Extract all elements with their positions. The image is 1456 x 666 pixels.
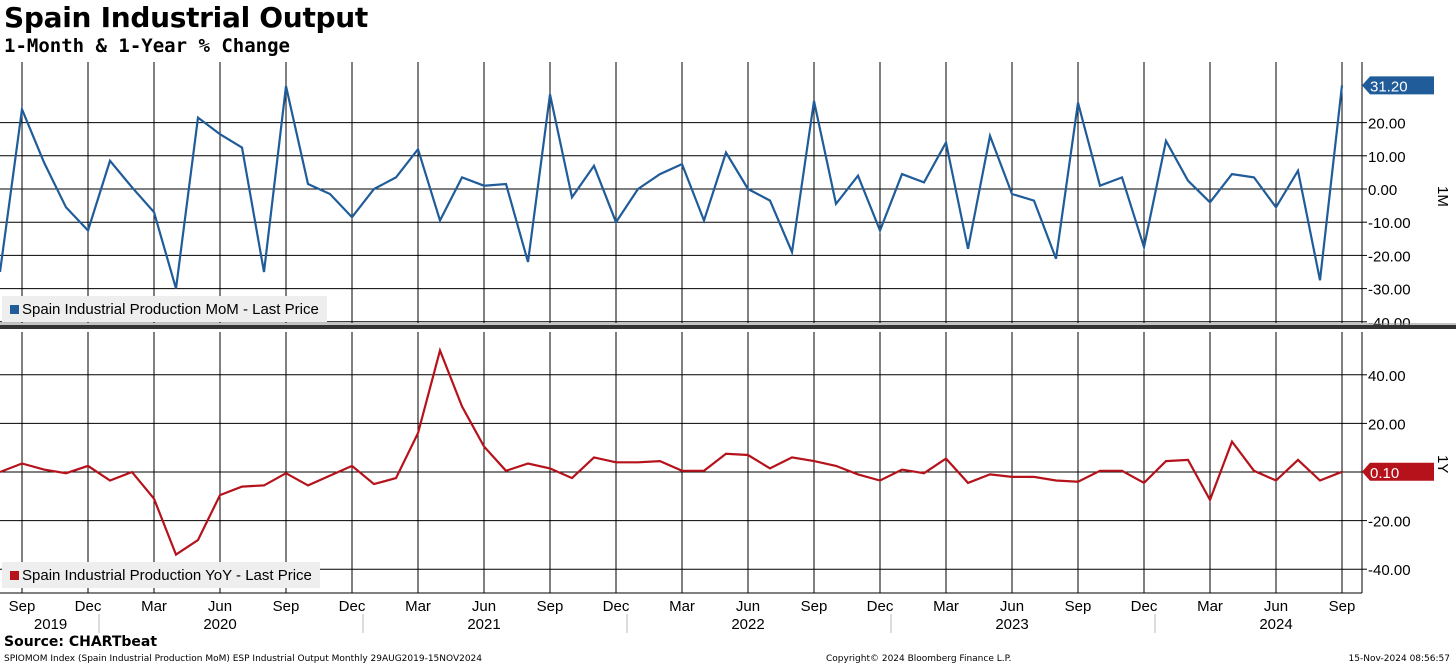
x-tick-label-month-2: Mar [141,598,167,615]
x-tick-label-month-11: Jun [736,598,760,615]
footer-copyright: Copyright© 2024 Bloomberg Finance L.P. [826,654,1012,664]
y-tick-label-1-0: 40.00 [1368,368,1406,385]
x-tick-label-month-9: Dec [603,598,630,615]
footer-timestamp: 15-Nov-2024 08:56:57 [1348,654,1450,664]
legend-yoy-label: Spain Industrial Production YoY - Last P… [22,566,312,584]
y-tick-label-0-0: 20.00 [1368,116,1406,133]
x-tick-label-month-16: Sep [1065,598,1092,615]
x-tick-label-year-1: 2020 [203,616,236,633]
x-tick-label-month-20: Sep [1329,598,1356,615]
x-tick-label-month-19: Jun [1264,598,1288,615]
last-value-tag-0 [1362,76,1434,95]
x-tick-label-month-10: Mar [669,598,695,615]
x-tick-label-month-13: Dec [867,598,894,615]
legend-mom-swatch [10,304,19,314]
x-tick-label-year-0: 2019 [34,616,67,633]
series-line-0 [0,85,1344,289]
x-tick-label-month-4: Sep [273,598,300,615]
y-tick-label-0-6: -40.00 [1368,315,1411,332]
legend-yoy: Spain Industrial Production YoY - Last P… [2,562,320,588]
x-tick-label-month-14: Mar [933,598,959,615]
chart-title: Spain Industrial Output [4,1,368,34]
legend-mom-label: Spain Industrial Production MoM - Last P… [22,300,319,318]
x-tick-label-month-5: Dec [339,598,366,615]
panel-label-1: 1Y [1434,455,1451,473]
series-line-1 [0,346,1343,557]
last-value-label-0: 31.20 [1370,78,1408,95]
x-tick-label-month-8: Sep [537,598,564,615]
x-tick-label-year-3: 2022 [731,616,764,633]
y-tick-label-0-5: -30.00 [1368,282,1411,299]
last-value-tag-1 [1362,462,1434,481]
x-tick-label-month-12: Sep [801,598,828,615]
x-tick-label-year-5: 2024 [1259,616,1292,633]
last-value-label-1: 0.10 [1370,465,1399,482]
x-tick-label-month-18: Mar [1197,598,1223,615]
legend-yoy-swatch [10,570,19,580]
x-tick-label-month-3: Jun [208,598,232,615]
y-tick-label-1-4: -40.00 [1368,562,1411,579]
legend-mom: Spain Industrial Production MoM - Last P… [2,296,327,322]
y-tick-label-0-4: -20.00 [1368,248,1411,265]
footer-ticker-info: SPIOMOM Index (Spain Industrial Producti… [4,654,483,664]
x-tick-label-month-7: Jun [472,598,496,615]
x-tick-label-month-15: Jun [1000,598,1024,615]
chart-subtitle: 1-Month & 1-Year % Change [4,35,290,57]
x-tick-label-month-17: Dec [1131,598,1158,615]
y-tick-label-1-1: 20.00 [1368,416,1406,433]
panel-label-0: 1M [1434,186,1451,207]
y-tick-label-0-1: 10.00 [1368,149,1406,166]
x-tick-label-month-0: Sep [9,598,36,615]
x-tick-label-year-2: 2021 [467,616,500,633]
y-tick-label-1-3: -20.00 [1368,514,1411,531]
x-tick-label-month-6: Mar [405,598,431,615]
y-tick-label-0-3: -10.00 [1368,215,1411,232]
source-note: Source: CHARTbeat [4,634,158,650]
y-tick-label-0-2: 0.00 [1368,182,1397,199]
x-tick-label-month-1: Dec [75,598,102,615]
x-tick-label-year-4: 2023 [995,616,1028,633]
